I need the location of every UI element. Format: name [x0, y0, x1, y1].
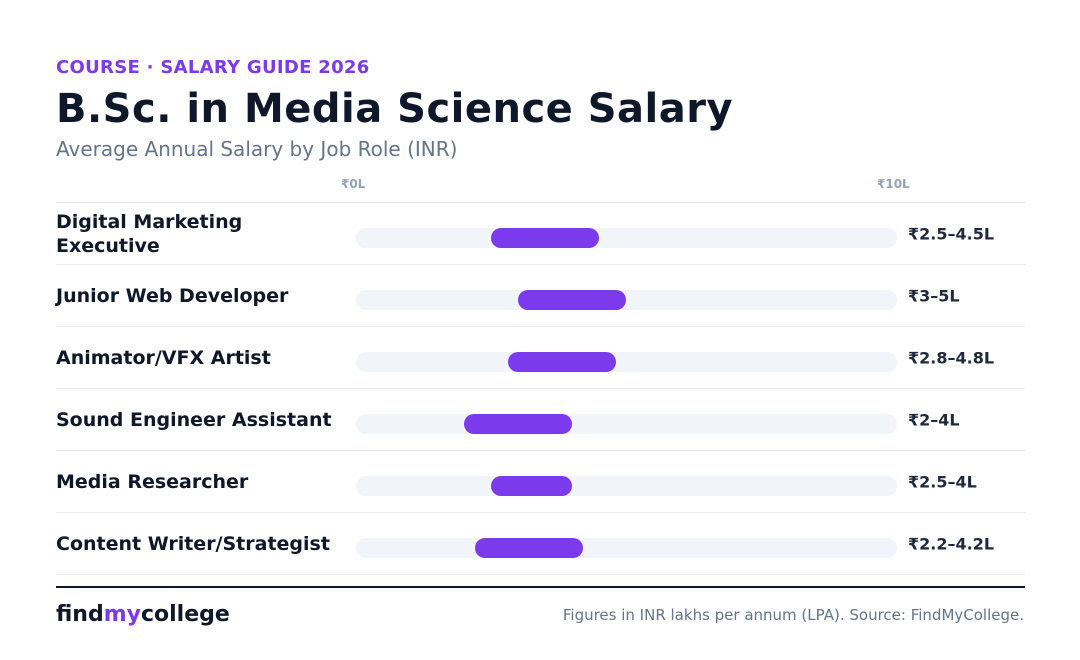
- logo-my: my: [103, 602, 141, 627]
- brand-logo[interactable]: findmycollege: [56, 602, 230, 627]
- role-label: Digital Marketing Executive: [56, 211, 243, 257]
- eyebrow: COURSE · SALARY GUIDE 2026: [56, 57, 370, 78]
- chart-row: Sound Engineer Assistant ₹2–4L: [56, 389, 1025, 451]
- salary-value-label: ₹2.5–4.5L: [908, 224, 995, 244]
- role-label: Content Writer/Strategist: [56, 533, 330, 555]
- axis-min-label: ₹0L: [341, 177, 366, 191]
- salary-range-bar: [475, 538, 584, 558]
- salary-range-bar: [491, 228, 600, 248]
- logo-college: college: [140, 602, 230, 627]
- bar-track: [356, 414, 897, 434]
- chart-row: Junior Web Developer ₹3–5L: [56, 265, 1025, 327]
- salary-value-label: ₹2.8–4.8L: [908, 348, 995, 368]
- row-divider: [56, 450, 1025, 451]
- chart-row: Content Writer/Strategist ₹2.2–4.2L: [56, 513, 1025, 575]
- role-label: Media Researcher: [56, 471, 249, 493]
- salary-range-bar: [464, 414, 573, 434]
- row-divider: [56, 574, 1025, 575]
- chart-row: Media Researcher ₹2.5–4L: [56, 451, 1025, 513]
- salary-value-label: ₹2.2–4.2L: [908, 534, 995, 554]
- role-label: Junior Web Developer: [56, 285, 289, 307]
- row-divider: [56, 264, 1025, 265]
- bar-track: [356, 476, 897, 496]
- axis-max-label: ₹10L: [877, 177, 910, 191]
- row-divider: [56, 512, 1025, 513]
- chart-subtitle: Average Annual Salary by Job Role (INR): [56, 137, 458, 161]
- footer-rule: [56, 586, 1025, 588]
- role-label: Animator/VFX Artist: [56, 347, 271, 369]
- salary-range-bar: [491, 476, 573, 496]
- bar-track: [356, 538, 897, 558]
- salary-value-label: ₹3–5L: [908, 286, 960, 306]
- row-divider: [56, 326, 1025, 327]
- source-note: Figures in INR lakhs per annum (LPA). So…: [562, 606, 1024, 624]
- salary-range-bar: [507, 352, 616, 372]
- logo-find: find: [56, 602, 104, 627]
- salary-range-bar: [518, 290, 627, 310]
- bar-track: [356, 352, 897, 372]
- chart-title: B.Sc. in Media Science Salary: [56, 86, 734, 132]
- role-label: Sound Engineer Assistant: [56, 409, 332, 431]
- bar-track: [356, 290, 897, 310]
- row-divider: [56, 388, 1025, 389]
- chart-row: Animator/VFX Artist ₹2.8–4.8L: [56, 327, 1025, 389]
- salary-value-label: ₹2.5–4L: [908, 472, 977, 492]
- salary-value-label: ₹2–4L: [908, 410, 960, 430]
- bar-track: [356, 228, 897, 248]
- chart-row: Digital Marketing Executive ₹2.5–4.5L: [56, 203, 1025, 265]
- row-divider: [56, 202, 1025, 203]
